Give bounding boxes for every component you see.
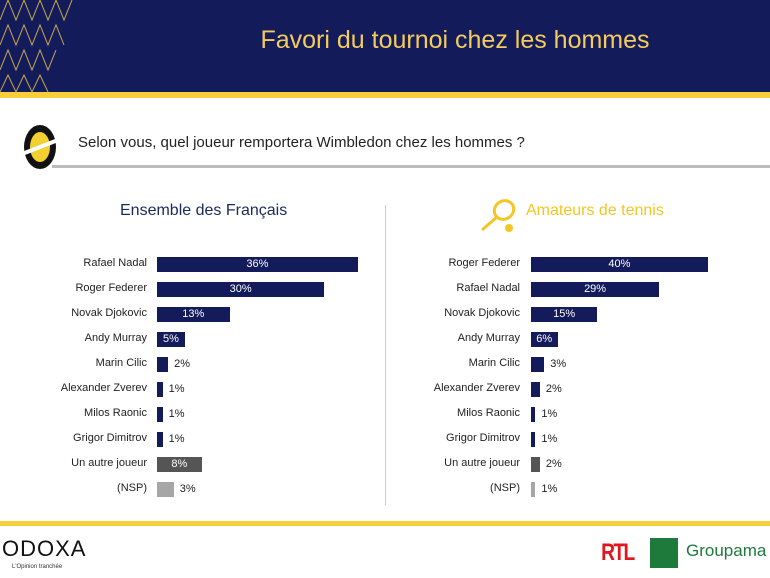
bar bbox=[531, 382, 540, 397]
data-label: 6% bbox=[536, 333, 553, 345]
category-label: Grigor Dimitrov bbox=[73, 432, 147, 444]
data-label: 1% bbox=[541, 483, 558, 495]
header-banner: Favori du tournoi chez les hommes bbox=[0, 0, 770, 92]
category-label: Marin Cilic bbox=[468, 357, 520, 369]
data-label: 15% bbox=[553, 308, 576, 320]
rtl-logo: RTL bbox=[601, 539, 635, 566]
data-label: 2% bbox=[545, 458, 562, 470]
data-label: 13% bbox=[182, 308, 205, 320]
bar bbox=[157, 357, 169, 372]
data-label: 30% bbox=[229, 283, 252, 295]
groupama-logo-icon bbox=[650, 538, 678, 568]
category-label: Alexander Zverev bbox=[60, 382, 147, 394]
bar bbox=[531, 407, 536, 422]
bar bbox=[157, 307, 230, 322]
category-label: Roger Federer bbox=[448, 257, 520, 269]
column-divider bbox=[385, 205, 386, 505]
bar bbox=[531, 457, 540, 472]
data-label: 3% bbox=[179, 483, 196, 495]
data-label: 2% bbox=[174, 358, 191, 370]
category-label: Un autre joueur bbox=[71, 457, 147, 469]
category-label: Grigor Dimitrov bbox=[446, 432, 520, 444]
data-label: 1% bbox=[541, 433, 558, 445]
category-label: Rafael Nadal bbox=[83, 257, 147, 269]
bar bbox=[157, 407, 163, 422]
odoxa-tagline: L'Opinion tranchée bbox=[12, 564, 63, 570]
bar bbox=[157, 457, 202, 472]
category-label: Marin Cilic bbox=[95, 357, 147, 369]
category-label: Novak Djokovic bbox=[71, 307, 147, 319]
bar bbox=[157, 432, 163, 447]
bar bbox=[531, 332, 558, 347]
survey-question: Selon vous, quel joueur remportera Wimbl… bbox=[78, 134, 525, 151]
chart-title-right: Amateurs de tennis bbox=[526, 202, 664, 219]
category-label: Un autre joueur bbox=[444, 457, 520, 469]
bar bbox=[157, 482, 174, 497]
chevron-pattern-icon bbox=[0, 0, 110, 92]
category-label: Novak Djokovic bbox=[444, 307, 520, 319]
data-label: 40% bbox=[608, 258, 631, 270]
data-label: 1% bbox=[168, 408, 185, 420]
category-label: Milos Raonic bbox=[84, 407, 147, 419]
category-label: Andy Murray bbox=[457, 332, 520, 344]
data-label: 8% bbox=[171, 458, 188, 470]
bar bbox=[531, 307, 598, 322]
data-label: 1% bbox=[168, 433, 185, 445]
data-label: 2% bbox=[545, 383, 562, 395]
data-label: 1% bbox=[168, 383, 185, 395]
odoxa-logo: ODOXA bbox=[2, 536, 87, 561]
bar bbox=[157, 332, 185, 347]
bar bbox=[531, 432, 536, 447]
category-label: Rafael Nadal bbox=[456, 282, 520, 294]
bar bbox=[157, 257, 358, 272]
bar bbox=[531, 482, 536, 497]
data-label: 29% bbox=[584, 283, 607, 295]
bar bbox=[157, 282, 325, 297]
data-label: 5% bbox=[162, 333, 179, 345]
footer-divider bbox=[0, 521, 770, 526]
page-title: Favori du tournoi chez les hommes bbox=[260, 26, 650, 54]
data-label: 3% bbox=[550, 358, 567, 370]
category-label: Andy Murray bbox=[84, 332, 147, 344]
bar bbox=[531, 282, 660, 297]
groupama-logo: Groupama bbox=[686, 541, 767, 560]
bar bbox=[531, 257, 708, 272]
chart-title-left: Ensemble des Français bbox=[120, 202, 288, 219]
category-label: Milos Raonic bbox=[457, 407, 520, 419]
data-label: 1% bbox=[541, 408, 558, 420]
data-label: 36% bbox=[246, 258, 269, 270]
divider bbox=[52, 165, 770, 168]
bar bbox=[531, 357, 545, 372]
category-label: (NSP) bbox=[490, 482, 520, 494]
bar bbox=[157, 382, 163, 397]
divider bbox=[0, 92, 770, 98]
tennis-racket-icon bbox=[481, 199, 516, 232]
category-label: Roger Federer bbox=[75, 282, 147, 294]
category-label: (NSP) bbox=[117, 482, 147, 494]
odoxa-logo-icon bbox=[21, 125, 59, 169]
category-label: Alexander Zverev bbox=[433, 382, 520, 394]
